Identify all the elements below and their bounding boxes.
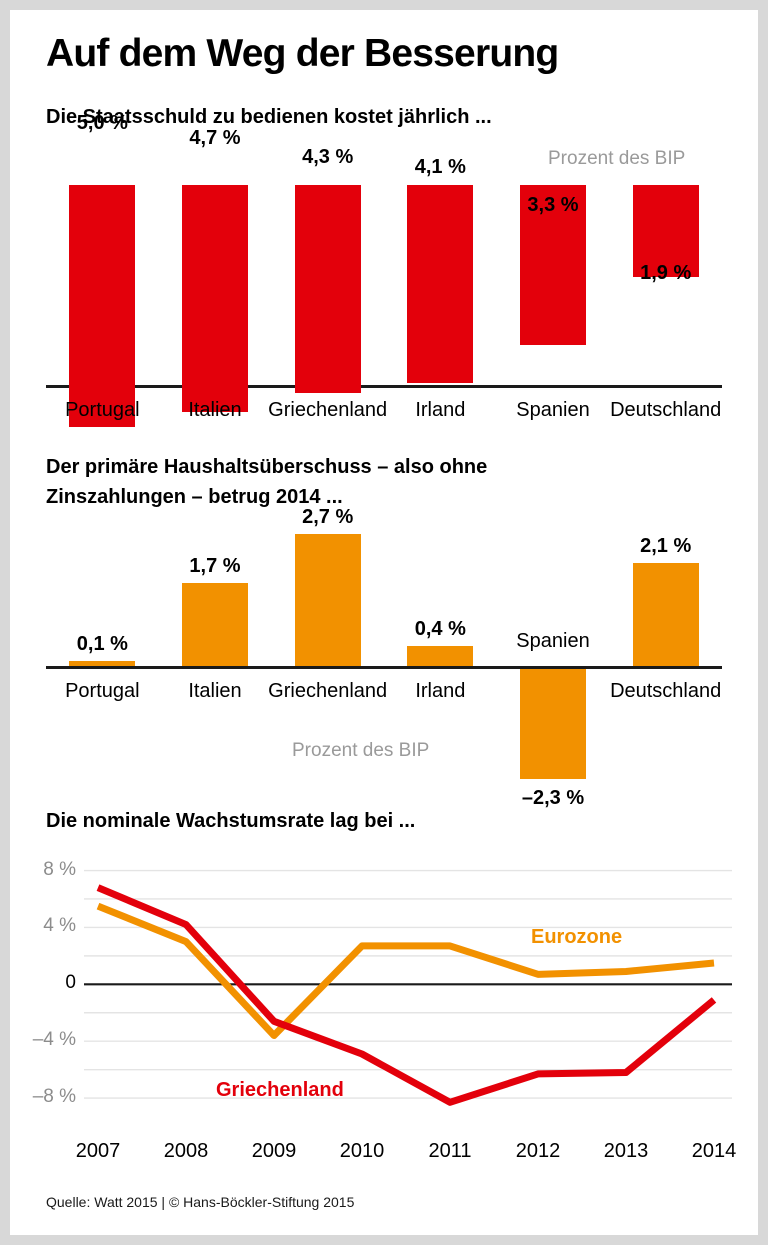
section-one-axis-note: Prozent des BIP [548, 148, 686, 169]
bar-value-label: 5,0 % [76, 112, 128, 134]
bar-value-label: 0,4 % [414, 618, 466, 640]
x-axis-tick-label: 2008 [163, 1140, 209, 1162]
bar [182, 185, 248, 412]
bar [407, 185, 474, 383]
line-chart-svg [84, 869, 732, 1106]
bar-value-label: 1,9 % [640, 262, 692, 284]
bar [407, 646, 474, 666]
bar-chart-primary-surplus: 0,1 % Portugal 1,7 % Italien 2,7 % Griechenla… [46, 506, 722, 809]
category-label: Griechenland [268, 680, 388, 702]
bar-value-label: –2,3 % [521, 787, 585, 809]
bar [69, 185, 136, 427]
category-label: Deutschland [610, 680, 722, 702]
page-title: Auf dem Weg der Besserung [46, 32, 559, 75]
x-axis-tick-label: 2013 [603, 1140, 649, 1162]
series-label-griechenland: Griechenland [216, 1079, 344, 1101]
bar [182, 583, 248, 666]
bar-value-label: 2,7 % [302, 506, 354, 528]
y-axis-tick-label: 0 [65, 972, 76, 994]
series-line [96, 902, 715, 1040]
series-line [96, 884, 717, 1106]
x-axis-tick-label: 2007 [75, 1140, 121, 1162]
bar [69, 661, 136, 666]
series-label-eurozone: Eurozone [531, 926, 623, 948]
frame-border-left [0, 0, 10, 1245]
bar-value-label: 4,3 % [302, 146, 354, 168]
bar [632, 185, 699, 277]
category-label: Griechenland [268, 399, 388, 421]
bar [294, 185, 361, 393]
section-two-subtitle: Der primäre Haushaltsüberschuss – also o… [46, 456, 488, 508]
x-axis-tick-label: 2010 [339, 1140, 385, 1162]
frame-border-bottom [0, 1235, 768, 1245]
bar-value-label: 0,1 % [76, 633, 128, 655]
category-label: Deutschland [610, 399, 722, 421]
x-axis-tick-label: 2009 [251, 1140, 297, 1162]
category-label: Italien [188, 399, 242, 421]
chart-one-baseline [46, 385, 722, 388]
bar-value-label: 1,7 % [189, 555, 241, 577]
y-axis-tick-label: –8 % [32, 1086, 76, 1108]
category-label: Spanien [516, 630, 590, 652]
source-credit: Quelle: Watt 2015 | © Hans-Böckler-Stift… [46, 1194, 355, 1210]
section-one-subtitle: Die Staatsschuld zu bedienen kostet jähr… [46, 106, 492, 128]
frame-border-right [758, 0, 768, 1245]
bar-value-label: 4,7 % [189, 127, 241, 149]
section-two-axis-note: Prozent des BIP [292, 740, 430, 761]
x-axis-tick-label: 2014 [691, 1140, 737, 1162]
line-chart-nominal-growth: 8 % 4 % 0 –4 % –8 % 2007 2008 2009 2010 2011 2012 2… [18, 848, 750, 1162]
section-three-subtitle: Die nominale Wachstumsrate lag bei ... [46, 810, 416, 832]
frame-border-top [0, 0, 768, 10]
bar-chart-debt-service: 5,0 % Portugal 4,7 % Italien 4,3 % Griechenla… [46, 112, 722, 430]
bar [520, 185, 586, 345]
category-label: Irland [415, 399, 466, 421]
category-label: Portugal [65, 680, 140, 702]
bar [632, 563, 699, 666]
y-axis-tick-label: –4 % [32, 1029, 76, 1051]
bar-value-label: 2,1 % [640, 535, 692, 557]
category-label: Portugal [65, 399, 140, 421]
bar [520, 669, 586, 779]
y-axis-tick-label: 8 % [43, 858, 76, 880]
category-label: Irland [415, 680, 466, 702]
x-axis-tick-label: 2011 [428, 1140, 472, 1162]
bar-value-label: 4,1 % [414, 156, 466, 178]
y-axis-tick-label: 4 % [43, 915, 76, 937]
chart-two-zero-line [46, 666, 722, 669]
x-axis-tick-label: 2012 [515, 1140, 561, 1162]
category-label: Spanien [516, 399, 590, 421]
bar [294, 534, 361, 666]
bar-value-label: 3,3 % [527, 194, 579, 216]
category-label: Italien [188, 680, 242, 702]
